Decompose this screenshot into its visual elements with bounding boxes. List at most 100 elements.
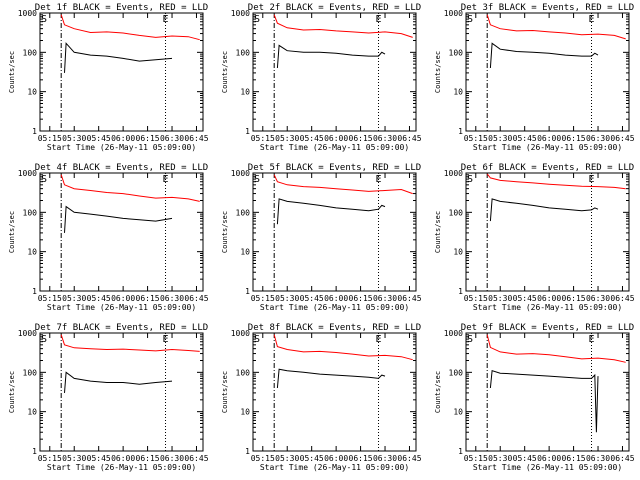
chart-panel: Det 5f BLACK = Events, RED = LLD 1 10 100 10… [221,163,422,312]
x-tick-label: 05:45 [300,454,324,463]
x-tick-label: 06:30 [160,134,184,143]
chart-panel: Det 6f BLACK = Events, RED = LLD 1 10 100 10… [434,163,635,312]
chart-title: Det 8f BLACK = Events, RED = LLD [248,323,421,333]
y-tick-label: 1000 [444,329,463,338]
y-tick-label: 10 [453,88,463,97]
x-tick-label: 06:15 [349,454,373,463]
end-marker: E [375,14,381,25]
y-tick-label: 100 [449,368,464,377]
x-tick-label: 06:15 [136,294,160,303]
chart-panel: Det 8f BLACK = Events, RED = LLD 1 10 100 10… [221,323,422,472]
y-tick-label: 100 [23,48,38,57]
x-tick-label: 06:00 [324,294,348,303]
events-series-line [489,42,599,69]
start-marker: S [467,14,473,25]
x-tick-label: 05:45 [87,134,111,143]
plot-frame [465,12,630,132]
y-tick-label: 1 [32,447,37,456]
x-axis-label: Start Time (26-May-11 05:09:00) [260,463,409,472]
lld-series-line [486,334,626,363]
y-axis-label: Counts/sec [221,371,229,413]
start-marker: S [467,174,473,185]
y-tick-label: 10 [453,248,463,257]
x-axis-label: Start Time (26-May-11 05:09:00) [47,303,196,312]
x-tick-label: 05:15 [464,454,488,463]
x-tick-label: 06:15 [349,294,373,303]
events-series-line [276,44,386,69]
start-marker: S [254,174,260,185]
x-tick-label: 05:15 [464,294,488,303]
y-tick-label: 1000 [231,169,250,178]
lld-series-line [273,14,413,38]
chart-panel: Det 9f BLACK = Events, RED = LLD 1 10 100 10… [434,323,635,472]
end-marker: E [162,334,168,345]
y-tick-label: 1000 [231,329,250,338]
lld-series-line [60,14,200,41]
y-tick-label: 1000 [18,329,37,338]
events-series-line [489,198,599,222]
y-axis-label: Counts/sec [221,51,229,93]
y-axis-label: Counts/sec [8,51,16,93]
y-tick-label: 100 [236,208,251,217]
chart-title: Det 4f BLACK = Events, RED = LLD [35,163,208,173]
x-tick-label: 06:00 [111,294,135,303]
x-tick-label: 05:30 [62,294,86,303]
x-tick-label: 06:15 [136,134,160,143]
x-tick-label: 05:30 [488,134,512,143]
x-tick-label: 05:30 [488,294,512,303]
x-tick-label: 06:00 [537,294,561,303]
x-tick-label: 06:30 [586,454,610,463]
x-tick-label: 05:30 [62,454,86,463]
start-marker: S [41,14,47,25]
x-axis-label: Start Time (26-May-11 05:09:00) [473,303,622,312]
events-series-line [489,370,599,433]
y-tick-label: 10 [27,88,37,97]
x-tick-label: 06:15 [562,454,586,463]
y-tick-label: 100 [23,368,38,377]
chart-panel: Det 3f BLACK = Events, RED = LLD 1 10 100 10… [434,3,635,152]
y-tick-label: 1 [245,287,250,296]
y-tick-label: 1000 [18,9,37,18]
chart-panel: Det 7f BLACK = Events, RED = LLD 1 10 100 10… [8,323,209,472]
x-tick-label: 06:45 [610,454,634,463]
y-tick-label: 1 [458,127,463,136]
y-axis-label: Counts/sec [434,371,442,413]
y-tick-label: 10 [27,248,37,257]
y-axis-label: Counts/sec [8,371,16,413]
x-tick-label: 05:45 [513,134,537,143]
x-tick-label: 05:45 [513,294,537,303]
x-tick-label: 05:30 [275,134,299,143]
x-tick-label: 06:30 [373,294,397,303]
start-marker: S [467,334,473,345]
lld-series-line [273,174,413,195]
end-marker: E [375,334,381,345]
x-tick-label: 06:45 [184,134,208,143]
chart-panel: Det 2f BLACK = Events, RED = LLD 1 10 100 10… [221,3,422,152]
y-tick-label: 1 [458,447,463,456]
events-series-line [276,198,386,225]
y-tick-label: 10 [240,248,250,257]
x-tick-label: 05:45 [513,454,537,463]
x-tick-label: 06:30 [586,294,610,303]
x-tick-label: 06:45 [610,294,634,303]
events-series-line [64,371,173,393]
plot-frame [252,12,417,132]
plot-frame [465,172,630,292]
x-tick-label: 05:15 [251,294,275,303]
y-tick-label: 1000 [18,169,37,178]
x-tick-label: 05:15 [38,134,62,143]
chart-title: Det 1f BLACK = Events, RED = LLD [35,3,208,13]
x-tick-label: 05:45 [300,134,324,143]
chart-title: Det 7f BLACK = Events, RED = LLD [35,323,208,333]
chart-title: Det 5f BLACK = Events, RED = LLD [248,163,421,173]
x-tick-label: 06:30 [586,134,610,143]
end-marker: E [162,174,168,185]
events-series-line [276,368,386,389]
y-tick-label: 100 [449,208,464,217]
x-axis-label: Start Time (26-May-11 05:09:00) [473,463,622,472]
y-tick-label: 1000 [444,169,463,178]
y-tick-label: 100 [23,208,38,217]
y-tick-label: 1 [245,127,250,136]
lld-series-line [273,334,413,361]
